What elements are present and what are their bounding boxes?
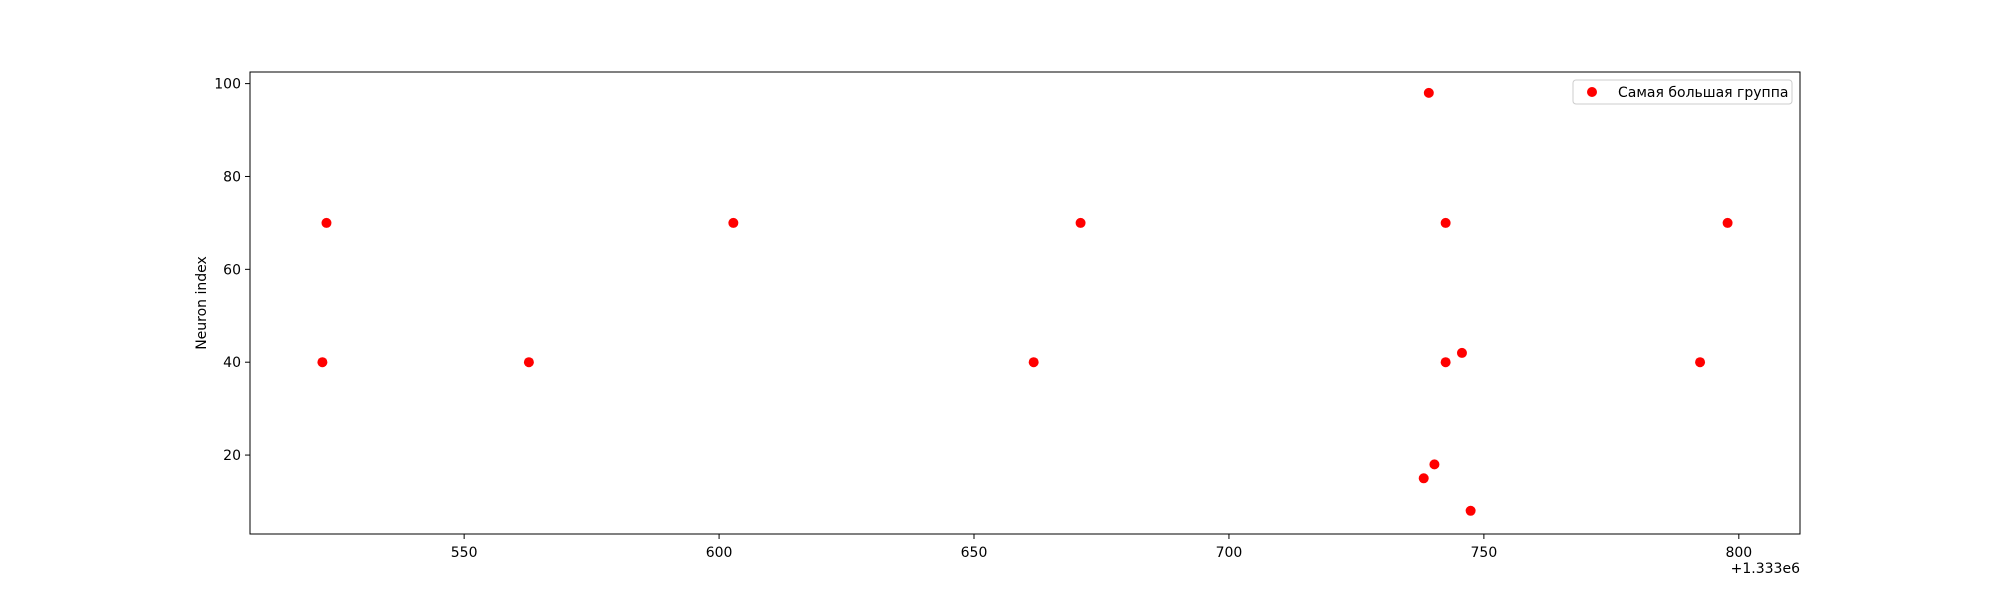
x-tick-label: 550 [451, 545, 478, 561]
scatter-point [1429, 459, 1440, 470]
scatter-point [1440, 357, 1451, 368]
scatter-point [1418, 473, 1429, 484]
y-axis-label: Neuron index [194, 256, 210, 350]
plot-frame [249, 71, 1801, 535]
legend: Самая большая группа [1572, 79, 1793, 105]
data-points [317, 87, 1733, 516]
x-tick-label: 700 [1216, 545, 1243, 561]
scatter-point [1456, 347, 1467, 358]
y-tick-label: 100 [214, 77, 241, 93]
scatter-point [1423, 87, 1434, 98]
y-tick-label: 60 [223, 262, 241, 278]
scatter-point [1075, 217, 1086, 228]
scatter-point [1722, 217, 1733, 228]
scatter-point [523, 357, 534, 368]
scatter-point [321, 217, 332, 228]
scatter-point [1695, 357, 1706, 368]
y-tick-label: 20 [223, 448, 241, 464]
scatter-point [728, 217, 739, 228]
x-offset-label: +1.333e6 [1731, 561, 1800, 577]
scatter-point [1465, 505, 1476, 516]
legend-marker [1587, 87, 1597, 97]
y-axis-ticks: 20 40 60 80 100 [214, 77, 250, 464]
x-axis-ticks: 550 600 650 700 750 800 [451, 534, 1752, 561]
scatter-point [1440, 217, 1451, 228]
scatter-point [1028, 357, 1039, 368]
legend-label: Самая большая группа [1618, 85, 1788, 101]
scatter-point [317, 357, 328, 368]
legend-box [1572, 79, 1793, 105]
y-tick-label: 40 [223, 355, 241, 371]
x-tick-label: 600 [706, 545, 733, 561]
x-tick-label: 750 [1471, 545, 1498, 561]
x-tick-label: 650 [961, 545, 988, 561]
y-tick-label: 80 [223, 169, 241, 185]
x-tick-label: 800 [1725, 545, 1752, 561]
